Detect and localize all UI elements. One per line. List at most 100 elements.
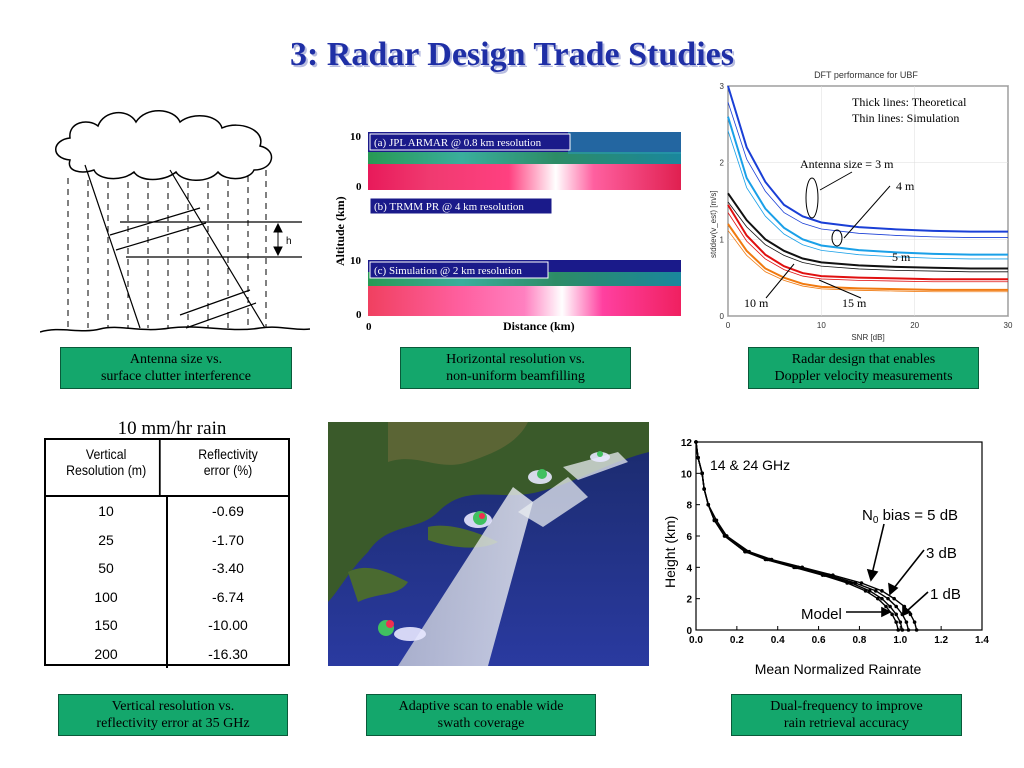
doppler-y-tick: 3 [720,82,725,91]
dual-ylabel: Height (km) [662,516,678,588]
tick-x-0: 0 [366,321,372,333]
scan-swath [398,487,533,666]
table-row: 10 -0.69 [46,497,288,526]
dual-point [831,573,835,577]
dual-point [890,612,894,617]
resolution-table: Vertical Resolution (m) Reflectivity err… [44,438,290,668]
dual-point [886,596,890,601]
dual-point [884,604,888,609]
dual-x-tick: 1.2 [934,635,948,646]
tick-a-bottom: 0 [356,181,362,193]
freq-label: 14 & 24 GHz [710,457,790,473]
dual-point [867,589,872,593]
dual-xlabel: Mean Normalized Rainrate [755,661,922,677]
dual-point [894,604,898,609]
cell-error: -10.00 [208,617,248,633]
dual-annotation-arrows [846,523,929,618]
table-row: 25 -1.70 [46,525,288,554]
ann-4m: 4 m [896,179,915,193]
cell-error: -3.40 [212,560,244,576]
dual-point [906,628,911,632]
doppler-chart: DFT performance for UBF 0 10 20 30 0 1 2 3 SNR … [709,70,1013,342]
table-title: 10 mm/hr rain [117,418,227,439]
caption-dualfreq: Dual-frequency to improve rain retrieval… [731,694,962,736]
cell-error: -16.30 [208,645,248,662]
cell-error: -0.69 [212,503,244,519]
beamfill-figure: (a) JPL ARMAR @ 0.8 km resolution (b) TR… [333,131,681,333]
doppler-x-tick: 0 [726,321,731,330]
dual-point [896,628,901,632]
dual-point [894,620,898,624]
dual-point [888,604,892,609]
strip-c-label: (c) Simulation @ 2 km resolution [374,265,522,277]
doppler-x-tick: 30 [1004,321,1013,330]
dual-y-tick: 10 [681,469,693,480]
storm-cell-3 [537,469,547,479]
radar-beam [84,164,302,329]
dual-point [747,549,751,554]
caption-clutter: Antenna size vs. surface clutter interfe… [60,347,292,389]
table-header-error: Reflectivity error (%) [198,446,258,478]
cell-error: -1.70 [212,531,244,548]
caption-scan: Adaptive scan to enable wide swath cover… [366,694,596,736]
caption-table: Vertical resolution vs. reflectivity err… [58,694,288,736]
dual-y-tick: 6 [686,532,692,543]
dual-y-tick: 2 [686,595,692,606]
dual-point [900,628,905,632]
dual-y-tick: 12 [681,438,693,449]
beamfill-xlabel: Distance (km) [503,319,575,333]
cell-resolution: 50 [46,554,168,583]
dual-plot-area [695,441,983,631]
doppler-y-tick: 0 [720,312,725,321]
doppler-legend-2: Thin lines: Simulation [852,111,959,125]
dual-point [702,487,706,491]
dual-point [859,581,864,585]
doppler-chart-title: DFT performance for UBF [814,70,918,80]
ann-5db: N0 bias = 5 dB [862,507,958,526]
h-label: h [286,236,292,247]
doppler-legend-1: Thick lines: Theoretical [852,95,967,109]
table-row: 150 -10.00 [46,611,288,640]
strip-a-label: (a) JPL ARMAR @ 0.8 km resolution [374,137,542,149]
dual-x-tick: 1.4 [975,635,989,646]
ann-3m: Antenna size = 3 m [800,157,894,171]
cloud-icon [55,110,273,181]
doppler-series-5m [727,192,1008,270]
dual-x-tick: 0.6 [812,635,826,646]
height-arrow-icon [273,222,283,257]
doppler-sim-series-3m [727,101,1008,238]
doppler-xlabel: SNR [dB] [851,333,884,342]
doppler-x-tick: 10 [817,321,826,330]
ann-10m: 10 m [744,296,769,310]
table-row: 50 -3.40 [46,554,288,583]
doppler-y-tick: 1 [720,235,725,244]
dual-point [892,596,896,601]
dual-point [800,565,805,570]
cell-resolution: 100 [46,582,168,611]
dual-x-tick: 1.0 [893,635,907,646]
caption-doppler: Radar design that enables Doppler veloci… [748,347,979,389]
dual-point [873,589,878,593]
cell-resolution: 10 [46,497,168,526]
adaptive-scan-image [328,422,649,666]
clutter-diagram: h [40,110,310,333]
doppler-sim-series-10m [727,212,1008,283]
doppler-sim-series-15m [727,230,1008,293]
dual-frequency-chart: 0.0 0.2 0.4 0.6 0.8 1.0 1.2 1.4 0 2 4 6 8 10 12 Mean N… [662,438,989,677]
cell-resolution: 25 [46,525,168,554]
dual-y-tick: 8 [686,501,692,512]
dual-point [914,628,919,632]
ann-15m: 15 m [842,296,867,310]
storm-cell-4 [597,451,603,457]
cell-error: -6.74 [212,588,244,605]
doppler-ylabel: stddev(v_est) [m/s] [709,190,718,258]
ann-3db: 3 dB [926,545,957,562]
ann-5m: 5 m [892,250,911,264]
cell-resolution: 150 [46,611,168,640]
table-row: 100 -6.74 [46,582,288,611]
ground-line [40,326,310,333]
table-row: 200 -16.30 [46,639,288,668]
dual-point [724,534,729,538]
dual-point [912,620,917,624]
dual-point [904,620,909,624]
